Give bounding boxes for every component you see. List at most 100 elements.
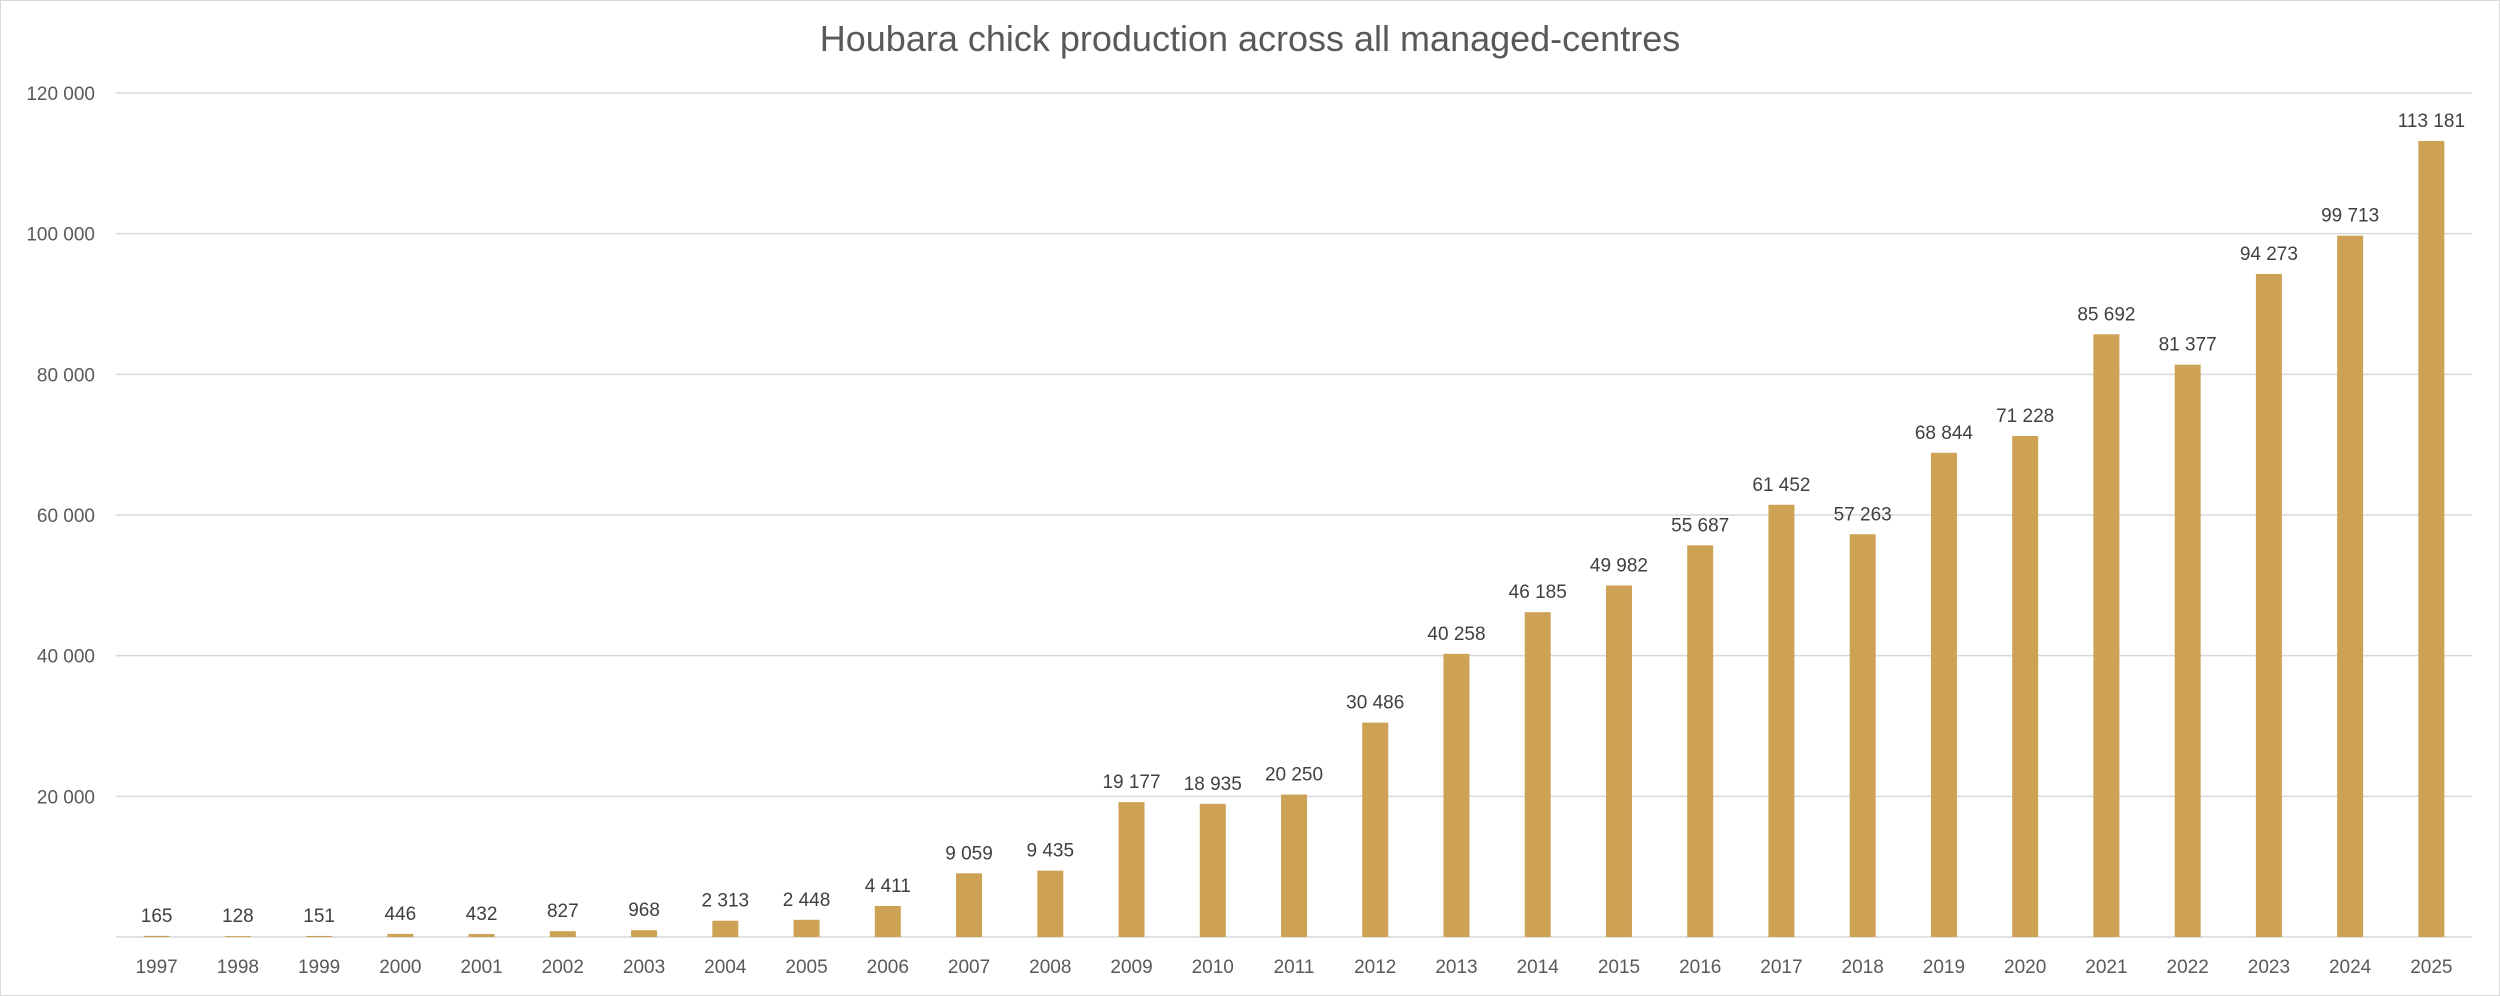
- x-tick-label: 2021: [2085, 957, 2127, 978]
- bar: [1037, 870, 1064, 937]
- bar: [1849, 534, 1876, 937]
- data-label: 68 844: [1915, 423, 1974, 444]
- x-tick-label: 2018: [1842, 957, 1884, 978]
- x-tick-label: 2013: [1435, 957, 1477, 978]
- data-label: 165: [141, 906, 173, 927]
- x-tick-label: 2005: [785, 957, 827, 978]
- bar: [1605, 585, 1632, 937]
- bar: [224, 936, 251, 937]
- data-label: 99 713: [2321, 206, 2379, 227]
- bar: [2337, 235, 2364, 937]
- x-tick-label: 2016: [1679, 957, 1721, 978]
- x-tick-label: 2014: [1517, 957, 1560, 978]
- data-label: 432: [466, 904, 498, 925]
- bar: [1930, 452, 1957, 937]
- bar: [956, 873, 983, 937]
- x-tick-label: 2023: [2248, 957, 2290, 978]
- data-label: 20 250: [1265, 765, 1323, 786]
- bar: [2418, 140, 2445, 937]
- bar: [1199, 803, 1226, 937]
- x-tick-label: 2025: [2410, 957, 2452, 978]
- bar: [468, 933, 495, 937]
- gridlines: [116, 92, 2472, 938]
- x-tick-label: 2022: [2167, 957, 2209, 978]
- x-tick-label: 2007: [948, 957, 990, 978]
- data-label: 128: [222, 906, 254, 927]
- data-label: 94 273: [2240, 244, 2298, 265]
- data-label: 2 313: [702, 891, 750, 912]
- x-tick-label: 1997: [135, 957, 177, 978]
- bar: [2012, 436, 2039, 937]
- data-label: 40 258: [1427, 624, 1485, 645]
- bar: [143, 935, 170, 937]
- bar: [2255, 273, 2282, 938]
- data-label: 55 687: [1671, 515, 1729, 536]
- bar: [2093, 334, 2120, 938]
- x-tick-label: 2001: [460, 957, 502, 978]
- bar: [793, 919, 820, 937]
- data-label: 113 181: [2398, 111, 2465, 132]
- data-label: 85 692: [2077, 304, 2135, 325]
- bar: [306, 935, 333, 937]
- bar: [1687, 545, 1714, 937]
- bar: [1443, 653, 1470, 937]
- bar: [1362, 722, 1389, 937]
- data-label: 30 486: [1346, 693, 1404, 714]
- x-tick-label: 2020: [2004, 957, 2046, 978]
- x-tick-label: 2017: [1760, 957, 1802, 978]
- data-label: 9 059: [945, 843, 993, 864]
- data-label: 18 935: [1184, 774, 1242, 795]
- chart-title: Houbara chick production across all mana…: [819, 18, 1681, 59]
- x-tick-label: 2015: [1598, 957, 1640, 978]
- y-axis-tick-labels: 20 000 40 000 60 000 80 000 100 000 120 000: [26, 84, 95, 808]
- data-label: 46 185: [1509, 582, 1567, 603]
- x-tick-label: 1999: [298, 957, 340, 978]
- data-label: 151: [303, 906, 335, 927]
- bar: [1768, 504, 1795, 937]
- y-tick-label: 60 000: [37, 506, 95, 527]
- x-tick-label: 1998: [217, 957, 259, 978]
- y-tick-label: 120 000: [26, 84, 95, 105]
- bar: [712, 920, 739, 937]
- x-tick-label: 2010: [1192, 957, 1234, 978]
- y-tick-label: 20 000: [37, 787, 95, 808]
- data-label: 968: [628, 900, 660, 921]
- bar: [1524, 612, 1551, 937]
- data-label: 827: [547, 901, 579, 922]
- data-label: 81 377: [2159, 335, 2217, 356]
- y-tick-label: 100 000: [26, 225, 95, 246]
- x-tick-label: 2000: [379, 957, 421, 978]
- data-label: 446: [384, 904, 416, 925]
- data-label: 49 982: [1590, 555, 1648, 576]
- data-label: 9 435: [1027, 841, 1075, 862]
- y-tick-label: 40 000: [37, 647, 95, 668]
- bar: [874, 905, 901, 937]
- x-tick-label: 2002: [542, 957, 584, 978]
- y-tick-label: 80 000: [37, 365, 95, 386]
- x-tick-label: 2006: [867, 957, 909, 978]
- x-tick-label: 2008: [1029, 957, 1071, 978]
- x-tick-label: 2024: [2329, 957, 2372, 978]
- data-label: 61 452: [1752, 475, 1810, 496]
- data-labels: 165 128 151 446 432 827 968 2 313 2 448 4 411 9 05…: [141, 111, 2465, 927]
- data-label: 19 177: [1102, 772, 1160, 793]
- x-tick-label: 2003: [623, 957, 665, 978]
- data-label: 2 448: [783, 890, 831, 911]
- x-tick-label: 2019: [1923, 957, 1965, 978]
- x-tick-label: 2012: [1354, 957, 1396, 978]
- bar: [2174, 364, 2201, 937]
- bar: [1281, 794, 1307, 937]
- data-label: 4 411: [865, 876, 911, 897]
- data-label: 57 263: [1834, 504, 1892, 525]
- data-label: 71 228: [1996, 406, 2054, 427]
- x-axis-tick-labels: 1997 1998 1999 2000 2001 2002 2003 2004 2005 2006…: [135, 957, 2452, 978]
- bars: [143, 140, 2445, 938]
- bar: [549, 931, 576, 937]
- x-tick-label: 2004: [704, 957, 747, 978]
- bar: [631, 930, 658, 937]
- x-tick-label: 2009: [1110, 957, 1152, 978]
- x-tick-label: 2011: [1274, 957, 1315, 978]
- bar: [1118, 802, 1145, 937]
